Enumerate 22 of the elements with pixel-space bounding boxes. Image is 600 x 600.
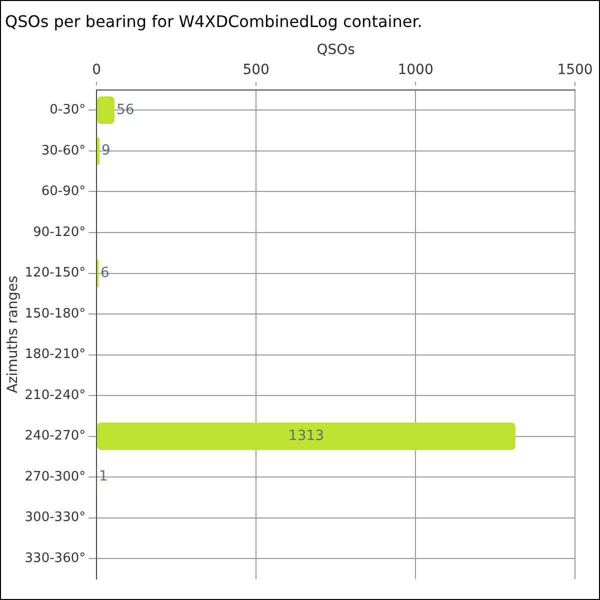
- y-tick-label: 90-120°: [33, 224, 86, 240]
- x-tick-label: 1500: [557, 62, 593, 78]
- y-tick-label: 240-270°: [24, 428, 86, 444]
- y-tick-label: 150-180°: [24, 306, 86, 322]
- y-axis-title: Azimuths ranges: [5, 276, 22, 394]
- y-tick-label: 60-90°: [41, 184, 86, 200]
- y-tick-label: 30-60°: [41, 143, 86, 158]
- y-tick-label: 330-360°: [24, 550, 86, 566]
- x-tick-label: 1000: [398, 62, 434, 78]
- y-tick-label: 120-150°: [24, 266, 86, 281]
- bar: [97, 96, 114, 124]
- chart-title: QSOs per bearing for W4XDCombinedLog container.: [5, 12, 422, 31]
- data-label: 1313: [288, 428, 324, 444]
- bar: [97, 422, 516, 450]
- y-tick-label: 210-240°: [24, 388, 86, 403]
- y-tick-label: 300-330°: [24, 510, 86, 526]
- x-tick-label: 0: [92, 62, 102, 78]
- y-tick-label: 180-210°: [24, 347, 86, 362]
- x-tick-label: 500: [242, 62, 270, 78]
- x-axis-title: QSOs: [316, 42, 355, 58]
- y-tick-label: 0-30°: [50, 102, 86, 118]
- y-tick-label: 270-300°: [24, 469, 86, 484]
